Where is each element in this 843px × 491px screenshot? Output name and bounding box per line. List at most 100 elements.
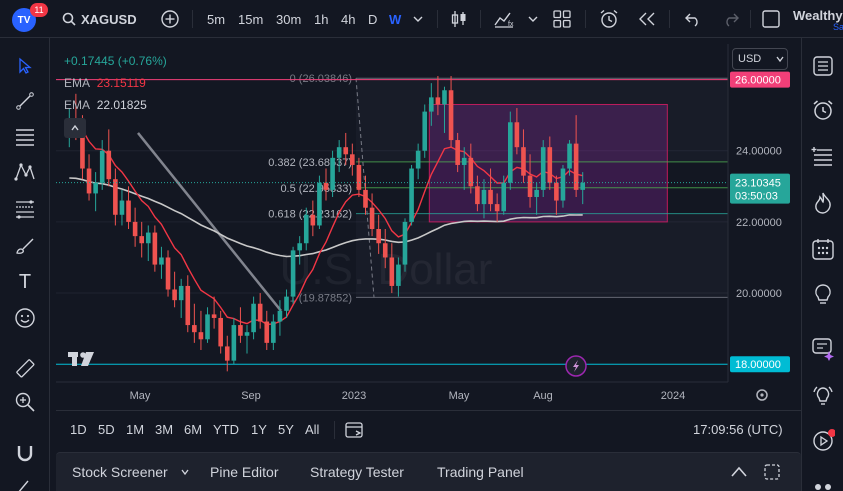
candle	[422, 104, 428, 158]
add-symbol-button[interactable]	[160, 0, 180, 38]
broadcast-icon[interactable]	[810, 428, 836, 454]
cursor-icon[interactable]	[13, 54, 37, 78]
ruler-icon[interactable]	[13, 356, 37, 380]
candle	[475, 175, 480, 212]
fullscreen-button[interactable]	[761, 0, 781, 38]
help-icon[interactable]	[810, 470, 836, 491]
undo-icon	[685, 13, 698, 27]
candle-body	[343, 147, 349, 155]
replay-button[interactable]	[637, 0, 657, 38]
ideas-bulb-icon[interactable]	[810, 383, 836, 409]
range-1y[interactable]: 1Y	[251, 422, 267, 437]
chevron-down-icon	[528, 16, 538, 22]
search-icon	[62, 12, 76, 26]
range-ytd[interactable]: YTD	[213, 422, 239, 437]
lightbulb-icon[interactable]	[810, 282, 836, 308]
clock-display[interactable]: 17:09:56 (UTC)	[693, 422, 783, 437]
candle	[409, 164, 414, 226]
candle-body	[554, 182, 559, 201]
templates-button[interactable]	[552, 0, 572, 38]
maximize-panel-button[interactable]	[730, 464, 748, 485]
range-1d[interactable]: 1D	[70, 422, 87, 437]
alert-button[interactable]	[598, 0, 620, 38]
tab-stock-screener[interactable]: Stock Screener	[72, 453, 190, 491]
redo-button[interactable]	[722, 0, 740, 38]
currency-selector[interactable]: USD	[732, 48, 788, 70]
layout-dropdown-button[interactable]	[527, 0, 539, 38]
interval-1h[interactable]: 1h	[314, 11, 329, 27]
candle-body	[534, 189, 539, 197]
legend-collapse-button[interactable]	[64, 118, 86, 138]
candle-body	[192, 325, 197, 333]
time-axis-label: 2024	[661, 390, 685, 402]
interval-30m[interactable]: 30m	[276, 11, 302, 27]
range-1m[interactable]: 1M	[126, 422, 145, 437]
pencil-lock-icon[interactable]	[13, 474, 37, 491]
symbol-search-button[interactable]: XAGUSD	[62, 0, 137, 38]
timeframe-bar: 1D 5D 1M 3M 6M YTD 1Y 5Y All 17:09:56 (U…	[56, 410, 801, 448]
interval-4h[interactable]: 4h	[341, 11, 356, 27]
text-tool-icon[interactable]: T	[18, 270, 32, 293]
pattern-icon[interactable]	[13, 160, 37, 184]
tv-logo-part	[81, 352, 94, 366]
brush-icon[interactable]	[13, 234, 37, 258]
candle-body	[350, 154, 355, 165]
date-range-button[interactable]	[344, 420, 366, 443]
tab-trading-panel[interactable]: Trading Panel	[437, 464, 524, 480]
candle-body	[119, 200, 125, 215]
chevron-up-icon	[71, 124, 79, 131]
candle-body	[323, 182, 329, 190]
right-sidebar	[801, 38, 843, 491]
alarm-clock-icon[interactable]	[810, 97, 836, 123]
grid-icon	[553, 10, 571, 28]
interval-dropdown-button[interactable]	[412, 0, 424, 38]
chart-type-button[interactable]	[449, 0, 469, 38]
range-all[interactable]: All	[305, 422, 320, 437]
zoom-in-icon[interactable]	[13, 390, 37, 414]
panel-options-button[interactable]	[763, 463, 781, 486]
undo-button[interactable]	[684, 0, 702, 38]
trend-line-icon[interactable]	[13, 89, 37, 113]
divider	[334, 421, 335, 439]
indicators-button[interactable]: fx	[493, 0, 515, 38]
hotlist-fire-icon[interactable]	[810, 190, 836, 216]
candle-body	[580, 182, 586, 190]
candle	[93, 172, 98, 212]
candle	[99, 140, 105, 190]
time-axis-label: May	[130, 390, 151, 402]
chevron-up-icon	[731, 466, 747, 477]
interval-w[interactable]: W	[389, 11, 402, 27]
ema-slow-value: 22.01825	[96, 98, 147, 112]
candle-body	[159, 257, 164, 265]
price-axis-label: 22.00000	[736, 217, 782, 229]
fib-level-label: 0.618 (22.23162)	[268, 209, 352, 221]
fib-retracement-icon[interactable]	[13, 197, 37, 221]
calendar-icon[interactable]	[810, 236, 836, 262]
range-6m[interactable]: 6M	[184, 422, 203, 437]
candle	[402, 218, 408, 272]
candle-body	[356, 164, 362, 190]
price-chart[interactable]: U.S. Dollar0 (26.03846)0.382 (23.68537)0…	[56, 44, 796, 409]
divider	[669, 10, 670, 28]
candle-body	[527, 175, 533, 197]
horizontal-lines-icon[interactable]	[13, 125, 37, 149]
ema-slow-label: EMA	[64, 98, 90, 112]
brand-name: Wealthy	[793, 7, 843, 23]
candle-body	[573, 143, 579, 190]
support-price-tag: 18.00000	[735, 359, 781, 371]
interval-5m[interactable]: 5m	[207, 11, 226, 27]
range-3m[interactable]: 3M	[155, 422, 174, 437]
range-5d[interactable]: 5D	[98, 422, 115, 437]
chat-sparkle-icon[interactable]	[810, 336, 836, 362]
range-5y[interactable]: 5Y	[278, 422, 294, 437]
magnet-icon[interactable]	[13, 441, 37, 465]
emoji-icon[interactable]	[13, 306, 37, 330]
tab-strategy-tester[interactable]: Strategy Tester	[310, 464, 404, 480]
tab-pine-editor[interactable]: Pine Editor	[210, 464, 279, 480]
data-window-icon[interactable]	[810, 143, 836, 169]
settings-gear-icon[interactable]	[756, 389, 768, 401]
interval-15m[interactable]: 15m	[238, 11, 264, 27]
interval-d[interactable]: D	[368, 11, 378, 27]
watchlist-icon[interactable]	[810, 53, 836, 79]
square-icon	[762, 10, 780, 28]
